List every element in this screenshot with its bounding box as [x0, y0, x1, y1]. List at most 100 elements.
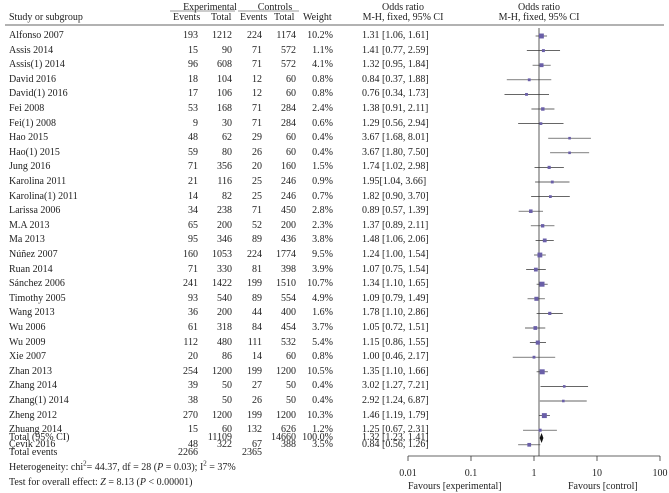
study-name: Fei(1) 2008	[9, 117, 56, 129]
study-weight: 2.8%	[312, 205, 333, 217]
study-c-total: 572	[281, 59, 296, 71]
study-e-total: 330	[217, 263, 232, 275]
study-weight: 0.8%	[312, 73, 333, 85]
study-e-total: 356	[217, 161, 232, 173]
header-plot-method: M-H, fixed, 95% CI	[498, 12, 580, 23]
study-e-total: 50	[222, 380, 232, 392]
study-name: Çevik 2016	[9, 438, 56, 450]
study-ci: 0.84 [0.37, 1.88]	[362, 73, 429, 85]
study-ci: 1.78 [1.10, 2.86]	[362, 307, 429, 319]
total-ci: 1.32 [1.23, 1.41]	[362, 432, 429, 443]
study-e-events: 34	[188, 205, 198, 217]
study-c-events: 224	[247, 249, 262, 260]
study-name: Karolina 2011	[9, 176, 67, 187]
study-c-total: 1510	[276, 278, 296, 290]
effect-marker	[532, 355, 536, 359]
study-name: Zheng 2012	[9, 409, 58, 421]
study-e-events: 18	[188, 73, 198, 85]
study-c-total: 572	[281, 44, 296, 56]
effect-marker	[550, 180, 554, 184]
study-name: Ma 2013	[9, 234, 45, 246]
study-ci: 1.32 [0.95, 1.84]	[362, 59, 429, 71]
study-c-total: 398	[281, 263, 296, 275]
study-name: Karolina(1) 2011	[9, 190, 78, 202]
study-weight: 9.5%	[312, 249, 333, 260]
header-or-title: Odds ratio	[382, 2, 424, 13]
study-c-total: 1774	[276, 249, 296, 260]
x-tick-label: 0.1	[464, 468, 478, 479]
study-e-events: 193	[183, 30, 198, 41]
study-c-events: 71	[252, 117, 262, 129]
study-e-events: 9	[193, 117, 198, 129]
study-ci: 0.76 [0.34, 1.73]	[362, 88, 429, 100]
effect-marker	[539, 122, 543, 125]
study-ci: 1.00 [0.46, 2.17]	[362, 351, 429, 363]
study-e-events: 270	[183, 409, 198, 421]
study-c-events: 71	[252, 205, 262, 217]
study-e-events: 39	[188, 380, 198, 392]
study-c-total: 160	[281, 161, 296, 173]
study-c-events: 67	[252, 438, 262, 450]
study-c-events: 71	[252, 59, 262, 71]
study-e-events: 21	[188, 176, 198, 187]
x-tick-label: 100	[652, 468, 668, 479]
study-c-events: 199	[247, 365, 262, 377]
study-c-events: 224	[247, 30, 262, 41]
header-controls: Controls	[257, 2, 293, 13]
study-c-total: 50	[286, 380, 296, 392]
study-c-events: 14	[252, 351, 262, 363]
study-c-total: 200	[281, 219, 296, 231]
study-c-total: 50	[286, 395, 296, 406]
total-e-total: 11109	[207, 432, 232, 443]
header-experimental: Experimental	[183, 2, 237, 13]
header-study: Study or subgroup	[9, 12, 83, 23]
study-weight: 3.8%	[312, 234, 333, 246]
study-name: M.A 2013	[9, 219, 50, 231]
effect-marker	[525, 92, 528, 96]
study-e-events: 17	[188, 88, 198, 100]
study-c-total: 284	[281, 103, 296, 114]
study-name: Zhang 2014	[9, 380, 58, 392]
study-e-total: 1200	[212, 409, 232, 421]
study-c-events: 29	[252, 132, 262, 144]
study-e-events: 36	[188, 307, 198, 319]
effect-marker	[541, 49, 545, 53]
study-ci: 1.38 [0.91, 2.11]	[362, 103, 429, 114]
study-weight: 1.5%	[312, 161, 333, 173]
study-c-total: 1200	[276, 365, 296, 377]
study-ci: 1.41 [0.77, 2.59]	[362, 44, 429, 56]
total-diamond	[539, 433, 544, 443]
study-ci: 1.34 [1.10, 1.65]	[362, 278, 429, 290]
study-weight: 0.9%	[312, 176, 333, 187]
effect-marker	[537, 252, 543, 258]
effect-marker	[535, 340, 540, 345]
study-c-total: 450	[281, 205, 296, 217]
effect-marker	[549, 195, 552, 198]
study-name: Fei 2008	[9, 103, 45, 114]
study-e-events: 112	[183, 336, 198, 348]
favours-control: Favours [control]	[568, 481, 638, 492]
study-e-events: 48	[188, 438, 198, 450]
study-name: Núñez 2007	[9, 249, 58, 260]
study-weight: 4.1%	[312, 59, 333, 71]
study-weight: 2.4%	[312, 103, 333, 114]
study-e-total: 322	[217, 438, 232, 450]
favours-experimental: Favours [experimental]	[408, 481, 502, 492]
study-e-events: 241	[183, 278, 198, 290]
header-plot-title: Odds ratio	[518, 2, 560, 13]
effect-marker	[527, 78, 531, 82]
study-e-total: 90	[222, 44, 232, 56]
total-weight: 100.0%	[302, 432, 333, 443]
study-weight: 0.7%	[312, 190, 333, 202]
study-c-events: 81	[252, 263, 262, 275]
effect-marker	[547, 165, 551, 169]
study-c-total: 246	[281, 176, 296, 187]
header-e-events: Events	[173, 12, 201, 23]
study-name: Ruan 2014	[9, 263, 53, 275]
study-c-total: 60	[286, 146, 296, 158]
study-e-events: 95	[188, 234, 198, 246]
study-e-events: 59	[188, 146, 198, 158]
study-e-events: 65	[188, 219, 198, 231]
study-c-events: 111	[247, 336, 262, 348]
study-ci: 1.95[1.04, 3.66]	[362, 176, 427, 187]
